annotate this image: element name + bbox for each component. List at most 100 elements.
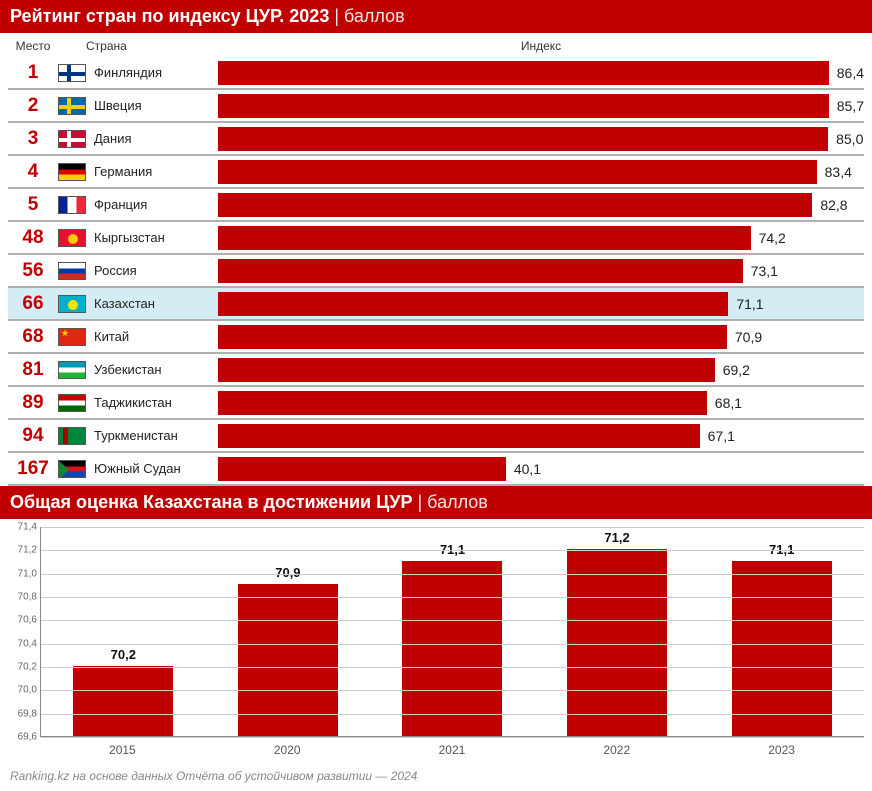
index-bar bbox=[218, 226, 751, 250]
country-name: Кыргызстан bbox=[94, 230, 218, 245]
country-name: Франция bbox=[94, 197, 218, 212]
flag-icon bbox=[58, 97, 86, 115]
gridline bbox=[41, 527, 864, 528]
y-axis-label: 71,2 bbox=[7, 545, 37, 556]
ranking-unit: баллов bbox=[344, 6, 405, 26]
bar-cell: 69,2 bbox=[218, 358, 864, 382]
index-bar bbox=[218, 424, 700, 448]
kz-sep: | bbox=[412, 492, 427, 512]
bar-cell: 70,9 bbox=[218, 325, 864, 349]
kz-bar-wrap: 70,2 bbox=[73, 647, 173, 736]
col-country: Страна bbox=[58, 39, 218, 53]
index-bar bbox=[218, 160, 817, 184]
value-label: 71,1 bbox=[736, 296, 763, 312]
table-row: 94 Туркменистан 67,1 bbox=[8, 420, 864, 453]
bar-cell: 86,4 bbox=[218, 61, 864, 85]
rank-cell: 48 bbox=[8, 227, 58, 249]
index-bar bbox=[218, 292, 728, 316]
kz-chart-grid: 70,270,971,171,271,1 69,669,870,070,270,… bbox=[40, 527, 864, 737]
rank-cell: 66 bbox=[8, 293, 58, 315]
x-axis-label: 2022 bbox=[567, 743, 667, 757]
rank-cell: 167 bbox=[8, 458, 58, 480]
table-row: 66Казахстан71,1 bbox=[8, 288, 864, 321]
rank-cell: 56 bbox=[8, 260, 58, 282]
table-row: 56Россия73,1 bbox=[8, 255, 864, 288]
y-axis-label: 71,0 bbox=[7, 568, 37, 579]
ranking-title: Рейтинг стран по индексу ЦУР. 2023 bbox=[10, 6, 329, 26]
country-name: Таджикистан bbox=[94, 395, 218, 410]
kz-title: Общая оценка Казахстана в достижении ЦУР bbox=[10, 492, 412, 512]
index-bar bbox=[218, 94, 829, 118]
gridline bbox=[41, 714, 864, 715]
index-bar bbox=[218, 457, 506, 481]
rank-cell: 3 bbox=[8, 128, 58, 150]
kz-title-bar: Общая оценка Казахстана в достижении ЦУР… bbox=[0, 486, 872, 519]
kz-bar-wrap: 71,1 bbox=[732, 542, 832, 736]
value-label: 85,0 bbox=[836, 131, 863, 147]
gridline bbox=[41, 644, 864, 645]
x-axis-label: 2023 bbox=[732, 743, 832, 757]
flag-icon bbox=[58, 460, 86, 478]
table-row: 2Швеция85,7 bbox=[8, 90, 864, 123]
flag-icon bbox=[58, 130, 86, 148]
y-axis-label: 70,6 bbox=[7, 615, 37, 626]
table-row: 89Таджикистан68,1 bbox=[8, 387, 864, 420]
country-name: Швеция bbox=[94, 98, 218, 113]
ranking-sep: | bbox=[329, 6, 344, 26]
table-row: 5 Франция82,8 bbox=[8, 189, 864, 222]
flag-icon bbox=[58, 196, 86, 214]
kz-bar bbox=[73, 666, 173, 736]
index-bar bbox=[218, 325, 727, 349]
flag-icon bbox=[58, 64, 86, 82]
table-row: 167Южный Судан40,1 bbox=[8, 453, 864, 486]
gridline bbox=[41, 667, 864, 668]
rank-cell: 94 bbox=[8, 425, 58, 447]
index-bar bbox=[218, 358, 715, 382]
flag-icon bbox=[58, 427, 86, 445]
bar-cell: 85,0 bbox=[218, 127, 864, 151]
y-axis-label: 69,6 bbox=[7, 732, 37, 743]
flag-icon bbox=[58, 394, 86, 412]
bar-cell: 67,1 bbox=[218, 424, 864, 448]
bar-cell: 82,8 bbox=[218, 193, 864, 217]
bar-cell: 74,2 bbox=[218, 226, 864, 250]
table-row: 81Узбекистан69,2 bbox=[8, 354, 864, 387]
table-row: 3Дания85,0 bbox=[8, 123, 864, 156]
col-index: Индекс bbox=[218, 39, 864, 53]
country-name: Германия bbox=[94, 164, 218, 179]
flag-icon bbox=[58, 361, 86, 379]
kz-bar-value: 70,2 bbox=[111, 647, 136, 662]
kz-bar-wrap: 71,1 bbox=[402, 542, 502, 736]
kz-xlabels: 20152020202120222023 bbox=[40, 737, 864, 761]
country-name: Туркменистан bbox=[94, 428, 218, 443]
gridline bbox=[41, 737, 864, 738]
rank-cell: 5 bbox=[8, 194, 58, 216]
flag-icon bbox=[58, 262, 86, 280]
gridline bbox=[41, 620, 864, 621]
table-row: 68★Китай70,9 bbox=[8, 321, 864, 354]
rank-cell: 4 bbox=[8, 161, 58, 183]
y-axis-label: 69,8 bbox=[7, 708, 37, 719]
kz-bars: 70,2 70,9 71,1 71,2 71,1 bbox=[41, 527, 864, 736]
kz-bar-wrap: 71,2 bbox=[567, 530, 667, 736]
index-bar bbox=[218, 61, 829, 85]
x-axis-label: 2021 bbox=[402, 743, 502, 757]
table-row: 48 Кыргызстан 74,2 bbox=[8, 222, 864, 255]
rank-cell: 1 bbox=[8, 62, 58, 84]
country-name: Китай bbox=[94, 329, 218, 344]
value-label: 74,2 bbox=[759, 230, 786, 246]
kz-bar-wrap: 70,9 bbox=[238, 565, 338, 736]
rank-cell: 68 bbox=[8, 326, 58, 348]
gridline bbox=[41, 597, 864, 598]
kz-bar bbox=[732, 561, 832, 736]
value-label: 67,1 bbox=[708, 428, 735, 444]
kz-chart-area: 70,270,971,171,271,1 69,669,870,070,270,… bbox=[0, 519, 872, 761]
index-bar bbox=[218, 259, 743, 283]
table-row: 4Германия83,4 bbox=[8, 156, 864, 189]
value-label: 70,9 bbox=[735, 329, 762, 345]
value-label: 85,7 bbox=[837, 98, 864, 114]
country-name: Финляндия bbox=[94, 65, 218, 80]
bar-cell: 85,7 bbox=[218, 94, 864, 118]
rank-cell: 89 bbox=[8, 392, 58, 414]
flag-icon bbox=[58, 229, 86, 247]
